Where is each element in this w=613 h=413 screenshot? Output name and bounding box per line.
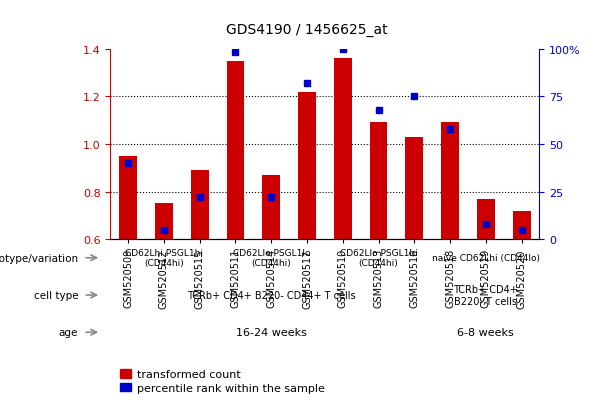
Text: naive CD62Lhi (CD44lo): naive CD62Lhi (CD44lo) bbox=[432, 254, 540, 263]
Text: genotype/variation: genotype/variation bbox=[0, 253, 78, 263]
Bar bbox=[262, 176, 280, 240]
Text: 6-8 weeks: 6-8 weeks bbox=[457, 328, 514, 337]
Bar bbox=[370, 123, 387, 240]
Bar bbox=[441, 123, 459, 240]
Bar bbox=[477, 199, 495, 240]
Bar bbox=[155, 204, 173, 240]
Text: GDS4190 / 1456625_at: GDS4190 / 1456625_at bbox=[226, 23, 387, 37]
Text: TCRb+ CD4+ B220- CD44+ T cells: TCRb+ CD4+ B220- CD44+ T cells bbox=[187, 290, 356, 300]
Bar bbox=[227, 62, 245, 240]
Text: CD62Lhi PSGL1hi
(CD44hi): CD62Lhi PSGL1hi (CD44hi) bbox=[125, 249, 203, 268]
Bar bbox=[120, 157, 137, 240]
Text: cell type: cell type bbox=[34, 290, 78, 300]
Text: 16-24 weeks: 16-24 weeks bbox=[236, 328, 306, 337]
Bar bbox=[512, 211, 530, 240]
Bar bbox=[334, 59, 352, 240]
Legend: transformed count, percentile rank within the sample: transformed count, percentile rank withi… bbox=[116, 365, 329, 397]
Text: CD62Llo PSGL1hi
(CD44hi): CD62Llo PSGL1hi (CD44hi) bbox=[340, 249, 417, 268]
Bar bbox=[191, 171, 208, 240]
Bar bbox=[298, 93, 316, 240]
Text: CD62Llo PSGL1lo
(CD44hi): CD62Llo PSGL1lo (CD44hi) bbox=[232, 249, 310, 268]
Text: age: age bbox=[59, 328, 78, 337]
Text: TCRb+ CD4+
B220- T cells: TCRb+ CD4+ B220- T cells bbox=[454, 285, 518, 306]
Bar bbox=[405, 138, 423, 240]
